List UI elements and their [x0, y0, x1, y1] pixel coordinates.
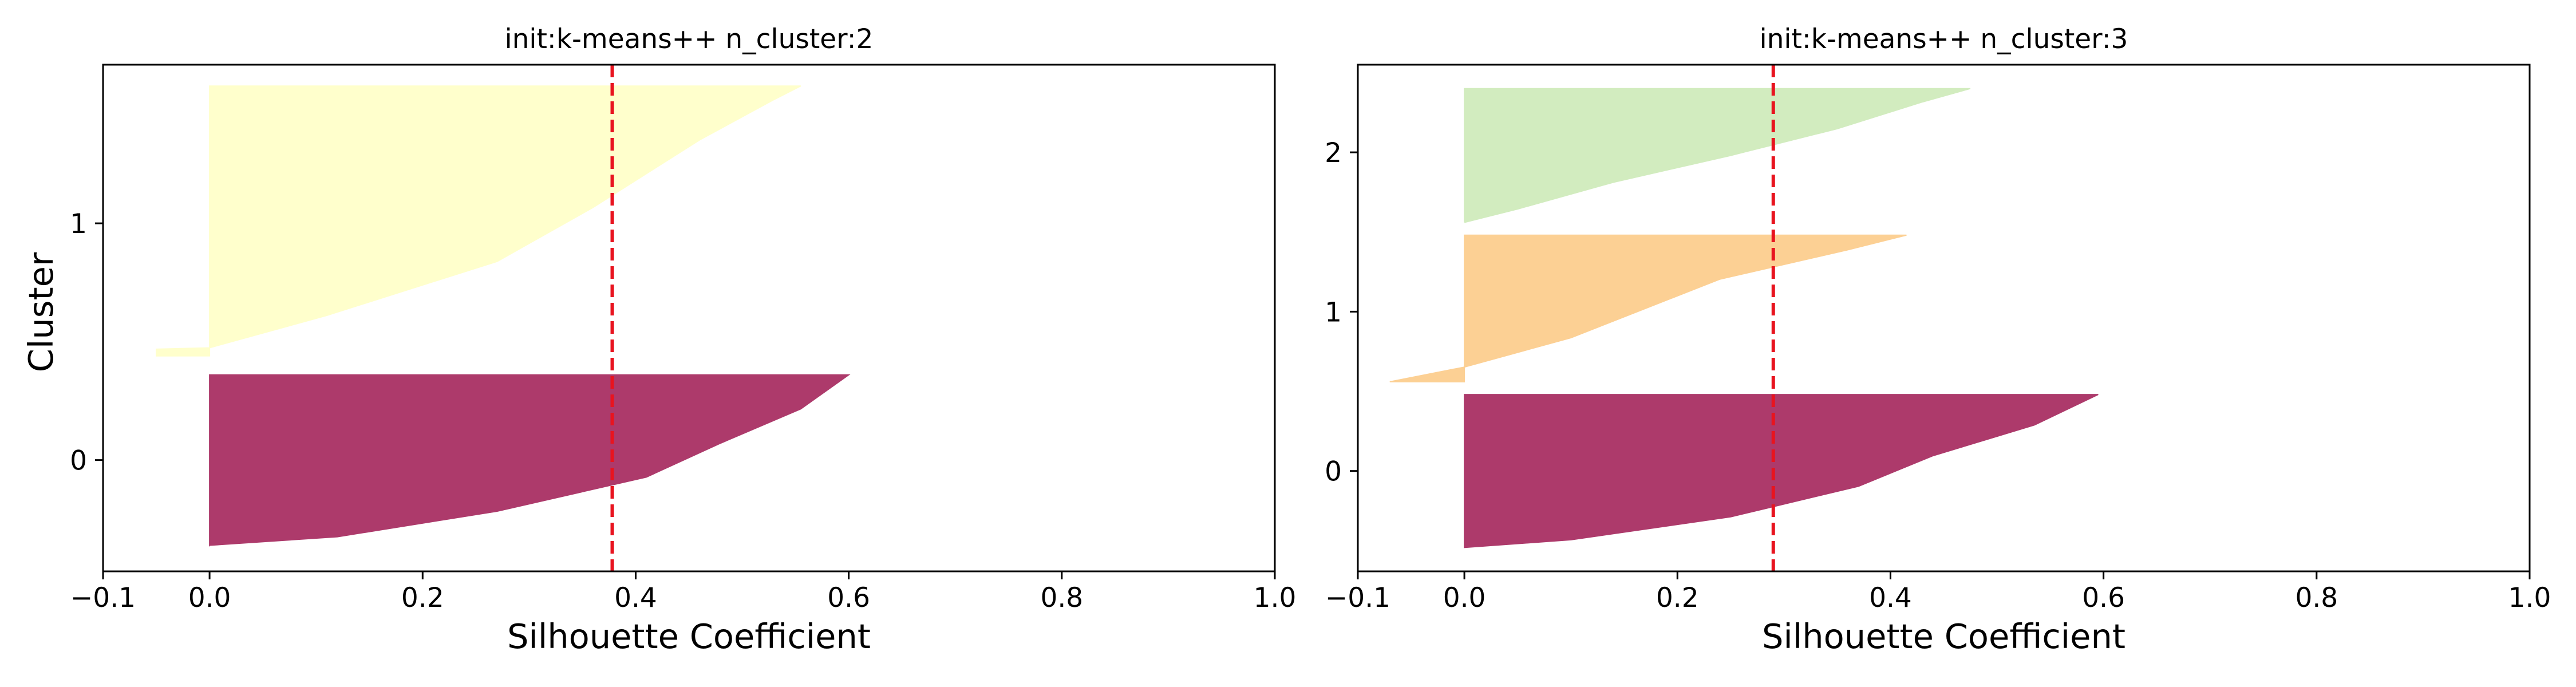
y-tick-label: 0 [70, 445, 87, 477]
x-tick-label: 0.4 [1869, 582, 1912, 614]
x-axis-label: Silhouette Coefficient [1762, 617, 2125, 656]
y-tick-label: 2 [1325, 137, 1342, 169]
silhouette-cluster-1 [156, 85, 801, 357]
chart-panel-2: −0.1 0.0 0.2 0.4 0.6 0.8 1.0 0 1 2 init:k-means++ … [1325, 23, 2551, 656]
y-tick-label: 0 [1325, 456, 1342, 488]
silhouette-cluster-0 [209, 374, 851, 547]
silhouette-cluster-0 [1464, 394, 2099, 548]
x-tick-label: 0.0 [1443, 582, 1486, 614]
x-tick-label: 0.0 [188, 582, 231, 614]
x-tick-label: 0.8 [1040, 582, 1083, 614]
silhouette-cluster-2 [1464, 88, 1971, 223]
chart-title: init:k-means++ n_cluster:3 [1760, 23, 2128, 55]
x-tick-label: 1.0 [2508, 582, 2551, 614]
axes-frame [102, 64, 1276, 572]
x-tick-label: −0.1 [70, 582, 136, 614]
x-axis-label: Silhouette Coefficient [507, 617, 871, 656]
silhouette-cluster-1 [1389, 234, 1907, 382]
x-tick-label: 0.6 [2082, 582, 2125, 614]
x-tick-label: 0.2 [1656, 582, 1699, 614]
x-tick-label: 1.0 [1254, 582, 1297, 614]
y-tick-label: 1 [1325, 297, 1342, 328]
x-tick-label: −0.1 [1325, 582, 1390, 614]
x-tick-label: 0.4 [614, 582, 657, 614]
x-tick-label: 0.8 [2295, 582, 2338, 614]
chart-panel-1: −0.1 0.0 0.2 0.4 0.6 0.8 1.0 0 1 init:k-means++ n… [21, 23, 1296, 656]
axes-frame [1357, 64, 2531, 572]
x-tick-label: 0.6 [827, 582, 870, 614]
y-axis-label: Cluster [21, 252, 61, 372]
y-tick-label: 1 [70, 208, 87, 240]
chart-title: init:k-means++ n_cluster:2 [505, 23, 874, 55]
x-tick-label: 0.2 [401, 582, 444, 614]
